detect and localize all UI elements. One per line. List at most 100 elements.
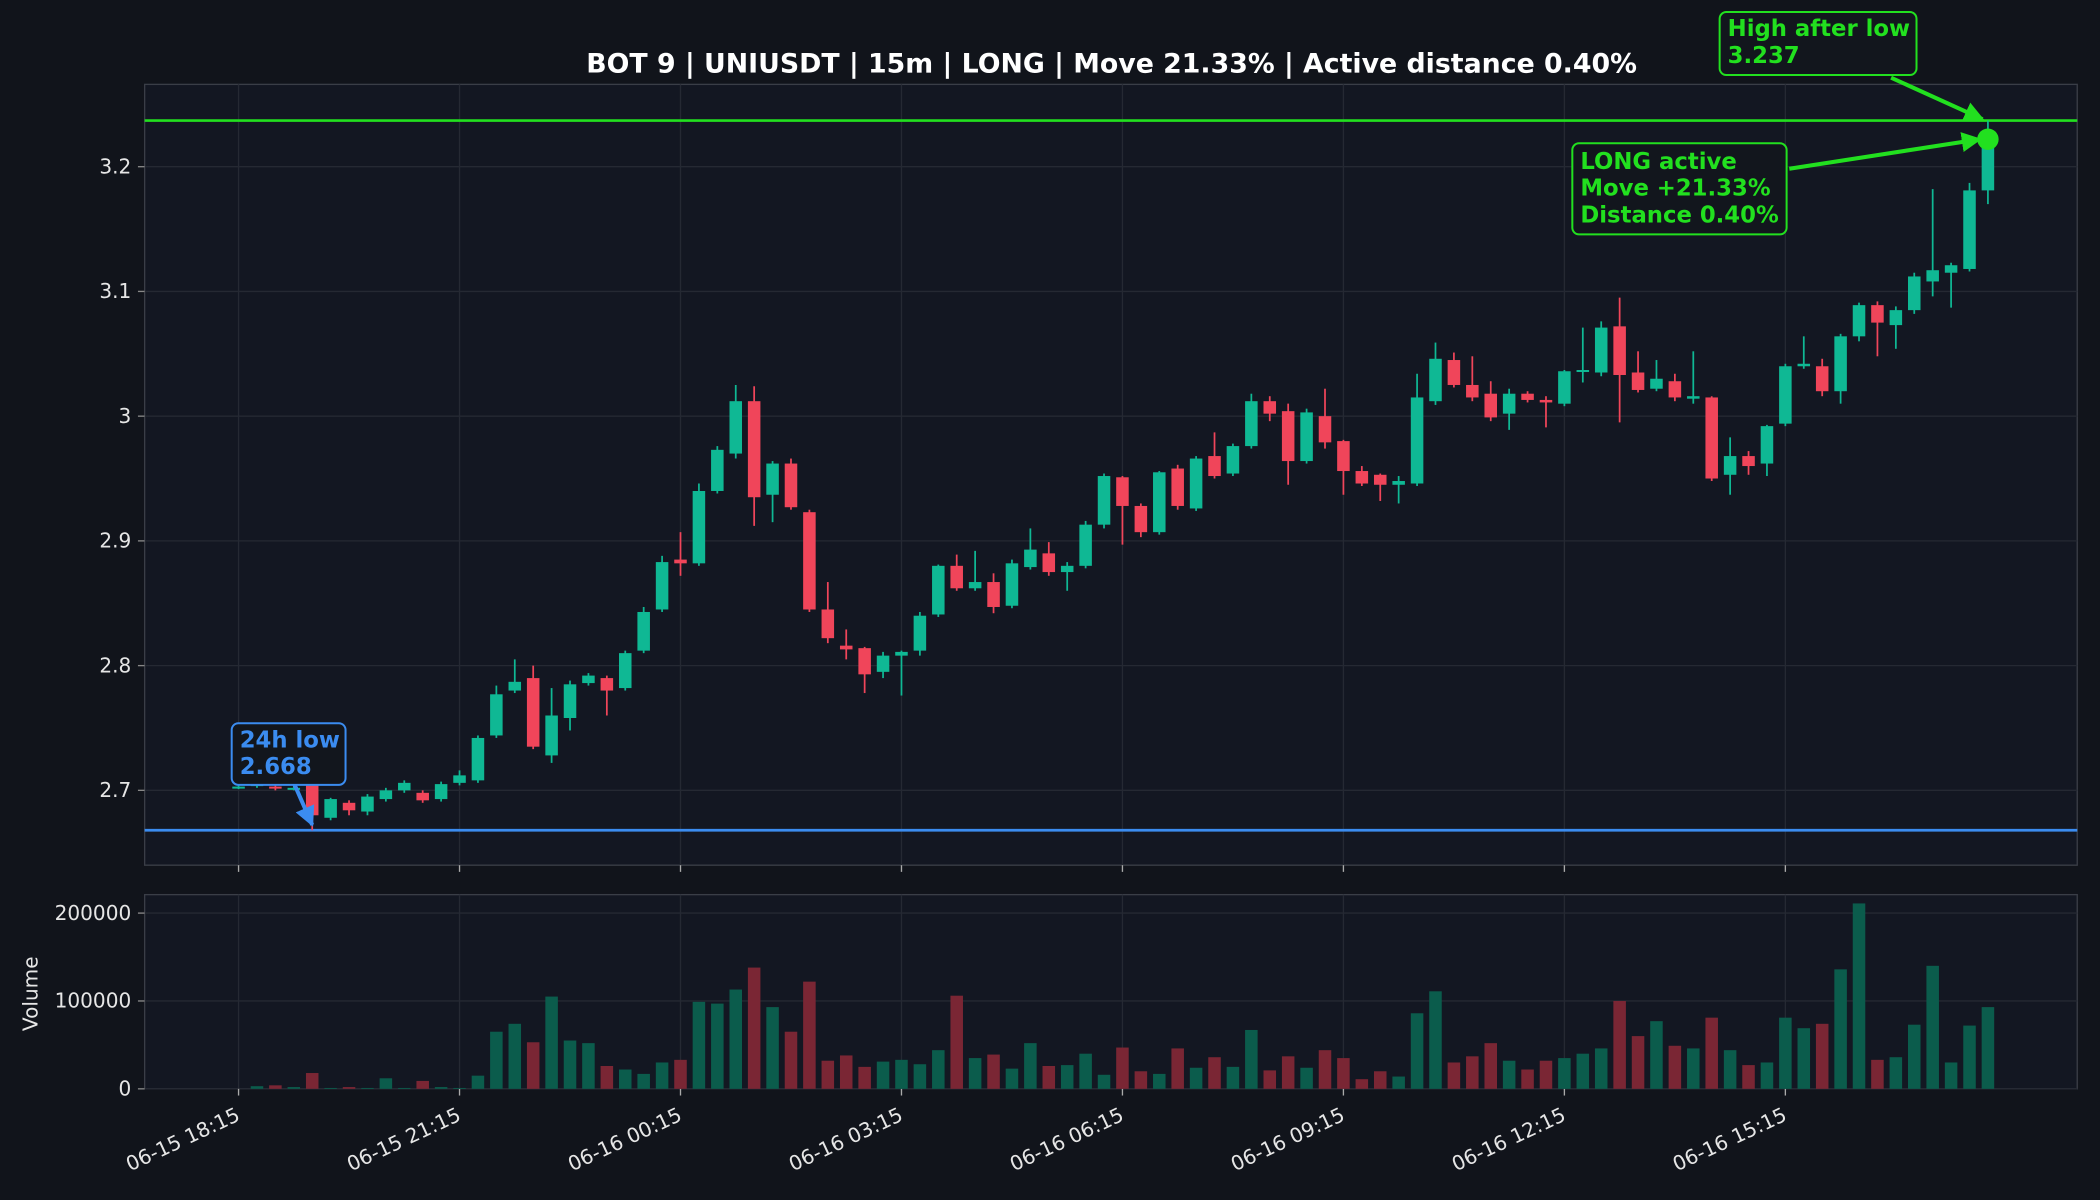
candle-body [674, 559, 687, 564]
volume-bar [1079, 1053, 1092, 1089]
volume-bar [1060, 1065, 1074, 1089]
candle-body [526, 678, 540, 747]
candle-body [1908, 276, 1921, 311]
candle-body [876, 655, 890, 672]
volume-bar [305, 1073, 319, 1089]
candle-body [1502, 393, 1516, 414]
candle-body [1558, 371, 1571, 404]
volume-bar [895, 1059, 908, 1089]
volume-bar [1981, 1007, 1995, 1089]
candle-body [1318, 416, 1332, 443]
volume-bar [1760, 1062, 1774, 1089]
candle-body [1650, 378, 1663, 389]
volume-bar [1944, 1062, 1958, 1089]
candle-body [1024, 549, 1037, 568]
volume-bar [1245, 1029, 1258, 1089]
volume-bar [250, 1086, 264, 1089]
candle-body [1889, 310, 1903, 326]
volume-bar [858, 1066, 871, 1089]
candle-body [1171, 468, 1184, 506]
candle-body [932, 565, 945, 615]
candle-body [1466, 384, 1479, 398]
candle-body [1263, 401, 1277, 414]
volume-bar [1613, 1000, 1626, 1089]
volume-bar [1705, 1017, 1718, 1089]
y-tick-label: 3.2 [99, 154, 131, 178]
volume-bar [1742, 1065, 1755, 1089]
candle-body [1963, 190, 1976, 269]
volume-bar [747, 967, 761, 1089]
volume-bar [526, 1042, 540, 1089]
volume-bar [1908, 1024, 1921, 1089]
volume-bar [1576, 1053, 1590, 1089]
volume-bar [1226, 1066, 1240, 1089]
candle-body [379, 790, 393, 800]
y-tick-label: 2.8 [99, 653, 131, 677]
candle-body [600, 678, 614, 691]
candle-body [342, 802, 356, 811]
candle-body [1300, 412, 1313, 462]
volume-bar [453, 1087, 466, 1089]
candle-body [563, 684, 577, 718]
annotation-arrow [1788, 132, 1982, 171]
candle-body [1852, 305, 1866, 337]
volume-bar [1594, 1048, 1608, 1089]
candle-body [895, 651, 908, 656]
volume-bar [1337, 1058, 1350, 1089]
volume-bar [269, 1085, 282, 1089]
candle-body [1723, 456, 1737, 475]
y-tick-label: 2.7 [99, 778, 131, 802]
candle-body [1116, 477, 1129, 506]
candle-body [1208, 456, 1221, 477]
volume-bar [1871, 1059, 1884, 1089]
volume-bar [490, 1031, 503, 1089]
candle-body [1631, 372, 1645, 390]
candle-body [324, 799, 337, 818]
candle-body [1539, 399, 1553, 403]
volume-bar [545, 996, 558, 1089]
annotation-box [1718, 11, 1918, 77]
volume-bar [803, 981, 816, 1089]
volume-bar [1889, 1057, 1903, 1089]
volume-bar [563, 1040, 577, 1089]
volume-bar [839, 1055, 853, 1089]
volume-bar [766, 1007, 779, 1089]
volume-bar [987, 1054, 1000, 1089]
volume-bar [1687, 1048, 1700, 1089]
volume-bar [1116, 1047, 1129, 1089]
volume-panel [143, 893, 2078, 1090]
volume-bar [1410, 1013, 1424, 1089]
candle-body [1153, 472, 1166, 533]
volume-bar [1779, 1017, 1792, 1089]
volume-bar [784, 1031, 798, 1089]
volume-bar [1668, 1045, 1682, 1089]
annotation-arrow [292, 784, 315, 827]
candle-body [1521, 393, 1534, 400]
candle-body [453, 775, 466, 783]
candle-body [1594, 327, 1608, 373]
candle-body [1981, 139, 1995, 191]
volume-bar [1042, 1065, 1056, 1089]
annotation-line: LONG active [1580, 149, 1736, 175]
candle-body [711, 449, 724, 491]
candle-body [1484, 393, 1497, 418]
volume-bar [379, 1078, 393, 1089]
candle-body [416, 792, 429, 801]
volume-bar [1300, 1067, 1313, 1089]
volume-bar [1963, 1025, 1976, 1089]
candle-body [692, 490, 706, 564]
volume-bar [508, 1023, 522, 1089]
volume-bar [324, 1087, 337, 1089]
annotation-value: 2.668 [240, 754, 312, 780]
chart-title: BOT 9 | UNIUSDT | 15m | LONG | Move 21.3… [586, 48, 1637, 79]
current-price-dot [1977, 128, 1999, 150]
volume-bar [1153, 1073, 1166, 1089]
candle-body [1871, 305, 1884, 323]
volume-bar [1355, 1079, 1369, 1089]
candle-body [545, 715, 558, 756]
volume-bar [1631, 1036, 1645, 1089]
volume-bar [1815, 1023, 1829, 1089]
candle-body [434, 784, 448, 800]
volume-bar [1650, 1021, 1663, 1089]
volume-bar [1005, 1068, 1019, 1089]
